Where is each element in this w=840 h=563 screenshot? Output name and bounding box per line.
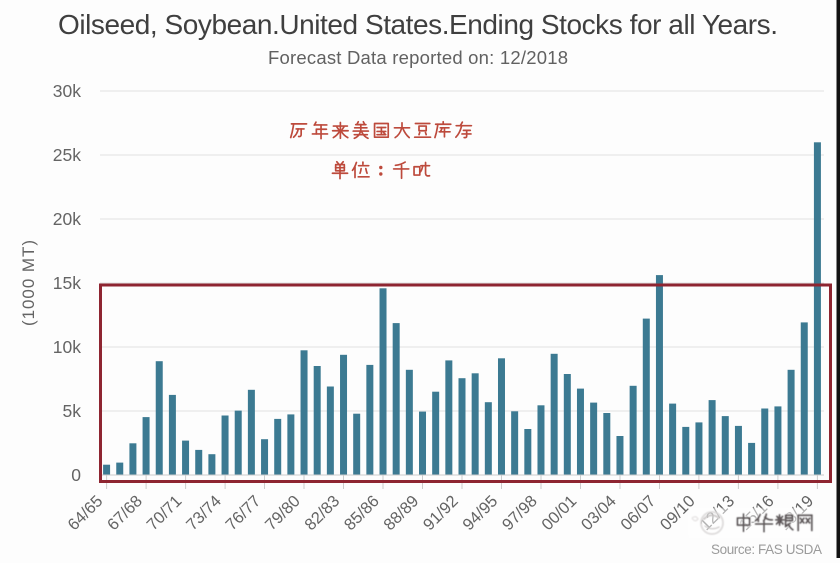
svg-text:25k: 25k bbox=[53, 145, 81, 165]
svg-text:15k: 15k bbox=[53, 273, 81, 293]
svg-text:Source: FAS USDA: Source: FAS USDA bbox=[711, 542, 822, 557]
svg-text:0: 0 bbox=[71, 465, 81, 485]
svg-text:20k: 20k bbox=[53, 209, 81, 229]
svg-text:10k: 10k bbox=[53, 337, 81, 357]
svg-text:30k: 30k bbox=[53, 81, 81, 101]
svg-text:Oilseed, Soybean.United States: Oilseed, Soybean.United States.Ending St… bbox=[58, 9, 778, 40]
svg-text:(1000 MT): (1000 MT) bbox=[19, 240, 38, 326]
svg-text:5k: 5k bbox=[63, 401, 82, 421]
svg-text:Forecast Data reported on: 12/: Forecast Data reported on: 12/2018 bbox=[268, 47, 568, 68]
